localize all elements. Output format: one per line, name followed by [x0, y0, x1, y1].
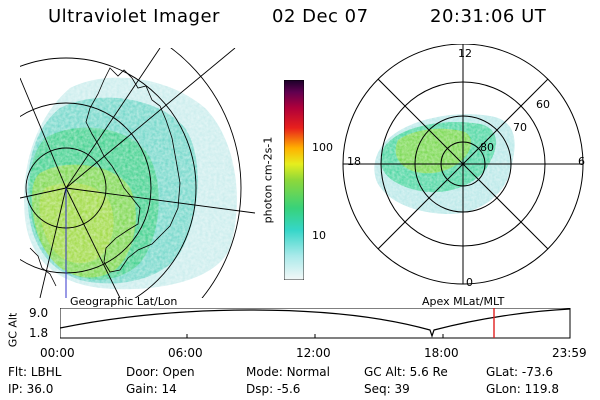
colorbar-scale: [284, 80, 304, 280]
image-time: 20:31:06 UT: [430, 6, 547, 27]
geographic-panel-label: Geographic Lat/Lon: [70, 295, 178, 308]
image-date: 02 Dec 07: [272, 6, 369, 27]
mlat-label-60: 60: [536, 98, 550, 111]
altitude-timeline-plot: [60, 308, 571, 339]
status-glat: GLat: -73.6: [486, 365, 553, 379]
altitude-axis-label: GC Alt: [6, 312, 20, 348]
time-tick-0000: 00:00: [40, 346, 75, 360]
status-ip: IP: 36.0: [8, 382, 54, 396]
status-mode: Mode: Normal: [246, 365, 330, 379]
instrument-title: Ultraviolet Imager: [48, 6, 220, 27]
time-tick-0600: 06:00: [168, 346, 203, 360]
altitude-tick-9: 9.0: [29, 306, 49, 320]
colorbar-tick-100: 100: [312, 141, 333, 154]
time-tick-1800: 18:00: [424, 346, 459, 360]
mlt-label-18: 18: [347, 155, 361, 168]
polar-auroral-image: [342, 44, 584, 285]
altitude-tick-1-8: 1.8: [29, 326, 49, 340]
colorbar-tick-10: 10: [312, 229, 326, 242]
geographic-auroral-image: [20, 48, 260, 298]
mlt-label-0: 0: [466, 276, 473, 289]
status-flt: Flt: LBHL: [8, 365, 62, 379]
colorbar-unit-label: photon cm-2s-1: [261, 136, 275, 224]
mlat-label-80: 80: [480, 141, 494, 154]
mlt-label-6: 6: [578, 155, 585, 168]
time-tick-2359: 23:59: [552, 346, 587, 360]
status-dsp: Dsp: -5.6: [246, 382, 301, 396]
mlat-label-70: 70: [513, 121, 527, 134]
mlt-label-12: 12: [458, 47, 472, 60]
status-gc-alt: GC Alt: 5.6 Re: [364, 365, 448, 379]
polar-panel-label: Apex MLat/MLT: [422, 295, 505, 308]
status-glon: GLon: 119.8: [486, 382, 559, 396]
status-gain: Gain: 14: [126, 382, 177, 396]
status-seq: Seq: 39: [364, 382, 410, 396]
time-tick-1200: 12:00: [296, 346, 331, 360]
status-door: Door: Open: [126, 365, 195, 379]
